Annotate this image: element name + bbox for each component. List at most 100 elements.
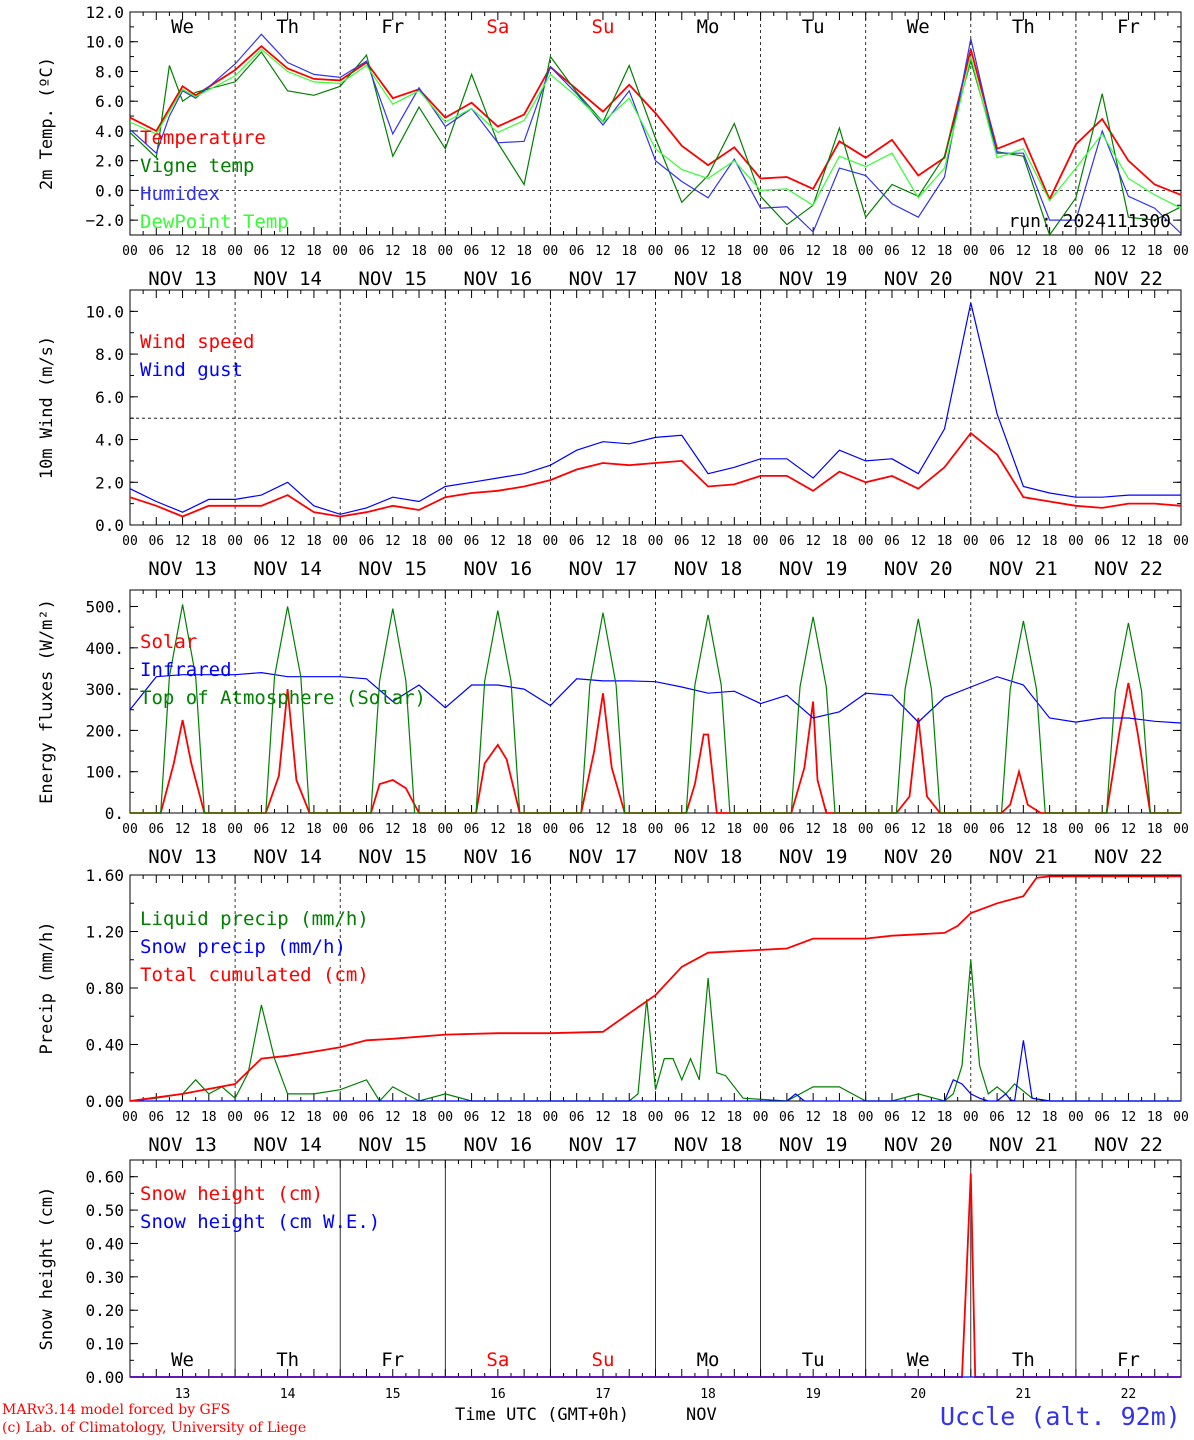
hour-tick-label: 06 xyxy=(674,822,690,837)
hour-tick-label: 12 xyxy=(595,1110,611,1125)
hour-tick-label: 18 xyxy=(516,822,532,837)
hour-tick-label: 00 xyxy=(437,1110,453,1125)
date-label: NOV 17 xyxy=(569,268,638,290)
hour-tick-label: 18 xyxy=(621,534,637,549)
hour-tick-label: 00 xyxy=(543,244,559,259)
hour-tick-label: 00 xyxy=(122,534,138,549)
y-axis-title: Snow height (cm) xyxy=(37,1187,57,1351)
hour-tick-label: 00 xyxy=(332,1110,348,1125)
time-axis-label: Time UTC (GMT+0h) xyxy=(455,1405,629,1425)
date-label: NOV 20 xyxy=(884,558,953,580)
hour-tick-label: 18 xyxy=(937,1110,953,1125)
date-label: NOV 19 xyxy=(779,846,848,868)
hour-tick-label: 06 xyxy=(569,534,585,549)
hour-tick-label: 12 xyxy=(490,822,506,837)
hour-tick-label: 12 xyxy=(175,1110,191,1125)
hour-tick-label: 00 xyxy=(227,1110,243,1125)
date-label: NOV 13 xyxy=(148,268,217,290)
hour-tick-label: 18 xyxy=(726,244,742,259)
hour-tick-label: 00 xyxy=(648,244,664,259)
day-number-label: 14 xyxy=(280,1387,296,1402)
date-label: NOV 13 xyxy=(148,1134,217,1156)
hour-tick-label: 12 xyxy=(385,534,401,549)
y-tick-label: 10.0 xyxy=(85,33,124,52)
weekday-label-bottom: Tu xyxy=(802,1349,825,1371)
date-label: NOV 17 xyxy=(569,1134,638,1156)
hour-tick-label: 12 xyxy=(280,822,296,837)
series-line xyxy=(129,33,1182,234)
day-number-label: 18 xyxy=(700,1387,716,1402)
hour-tick-label: 06 xyxy=(1094,1110,1110,1125)
legend-entry: Snow height (cm) xyxy=(140,1183,323,1205)
hour-tick-label: 18 xyxy=(832,244,848,259)
y-tick-label: 2.0 xyxy=(95,473,124,492)
legend-entry: Vigne temp xyxy=(140,155,254,177)
legend-entry: Total cumulated (cm) xyxy=(140,964,369,986)
date-label: NOV 13 xyxy=(148,846,217,868)
hour-tick-label: 00 xyxy=(543,534,559,549)
hour-tick-label: 00 xyxy=(1068,1110,1084,1125)
month-label: NOV xyxy=(686,1405,717,1425)
hour-tick-label: 00 xyxy=(858,1110,874,1125)
date-label: NOV 15 xyxy=(358,1134,427,1156)
hour-tick-label: 00 xyxy=(963,1110,979,1125)
hour-tick-label: 18 xyxy=(411,822,427,837)
y-tick-label: 0.40 xyxy=(85,1036,124,1055)
date-label: NOV 15 xyxy=(358,846,427,868)
legend-entry: Temperature xyxy=(140,127,266,149)
hour-tick-label: 18 xyxy=(937,822,953,837)
hour-tick-label: 12 xyxy=(595,534,611,549)
copyright-credit: (c) Lab. of Climatology, University of L… xyxy=(2,1420,307,1436)
hour-tick-label: 00 xyxy=(122,822,138,837)
hour-tick-label: 06 xyxy=(359,244,375,259)
date-label: NOV 15 xyxy=(358,558,427,580)
hour-tick-label: 18 xyxy=(832,534,848,549)
date-label: NOV 16 xyxy=(464,268,533,290)
hour-tick-label: 06 xyxy=(359,534,375,549)
hour-tick-label: 12 xyxy=(1121,244,1137,259)
y-tick-label: 12.0 xyxy=(85,3,124,22)
hour-tick-label: 18 xyxy=(1042,534,1058,549)
series-line xyxy=(129,45,1182,202)
hour-tick-label: 12 xyxy=(910,1110,926,1125)
hour-tick-label: 18 xyxy=(201,822,217,837)
day-number-label: 13 xyxy=(175,1387,191,1402)
date-label: NOV 20 xyxy=(884,268,953,290)
hour-tick-label: 06 xyxy=(674,534,690,549)
hour-tick-label: 06 xyxy=(464,534,480,549)
series-line xyxy=(129,48,1182,209)
hour-tick-label: 00 xyxy=(858,822,874,837)
weekday-label: Th xyxy=(276,16,299,38)
day-number-label: 17 xyxy=(595,1387,611,1402)
hour-tick-label: 00 xyxy=(858,244,874,259)
hour-tick-label: 00 xyxy=(332,822,348,837)
legend-entry: Wind speed xyxy=(140,331,254,353)
hour-tick-label: 06 xyxy=(464,1110,480,1125)
y-tick-label: −2.0 xyxy=(85,211,124,230)
hour-tick-label: 06 xyxy=(1094,822,1110,837)
date-label: NOV 16 xyxy=(464,1134,533,1156)
hour-tick-label: 00 xyxy=(1068,244,1084,259)
date-label: NOV 17 xyxy=(569,558,638,580)
hour-tick-label: 06 xyxy=(148,822,164,837)
hour-tick-label: 06 xyxy=(779,822,795,837)
hour-tick-label: 18 xyxy=(201,534,217,549)
hour-tick-label: 06 xyxy=(884,244,900,259)
weekday-label-bottom: We xyxy=(907,1349,930,1371)
weekday-label: Fr xyxy=(381,16,404,38)
hour-tick-label: 12 xyxy=(910,244,926,259)
hour-tick-label: 12 xyxy=(385,1110,401,1125)
hour-tick-label: 18 xyxy=(1147,244,1163,259)
y-axis-title: Precip (mm/h) xyxy=(37,921,57,1054)
weekday-label-bottom: Fr xyxy=(1117,1349,1140,1371)
y-tick-label: 0.20 xyxy=(85,1301,124,1320)
hour-tick-label: 12 xyxy=(595,244,611,259)
hour-tick-label: 12 xyxy=(910,534,926,549)
hour-tick-label: 12 xyxy=(1016,534,1032,549)
hour-tick-label: 00 xyxy=(543,822,559,837)
hour-tick-label: 00 xyxy=(753,244,769,259)
weekday-label-bottom: Fr xyxy=(381,1349,404,1371)
hour-tick-label: 06 xyxy=(674,244,690,259)
legend-entry: Snow precip (mm/h) xyxy=(140,936,346,958)
hour-tick-label: 00 xyxy=(648,534,664,549)
